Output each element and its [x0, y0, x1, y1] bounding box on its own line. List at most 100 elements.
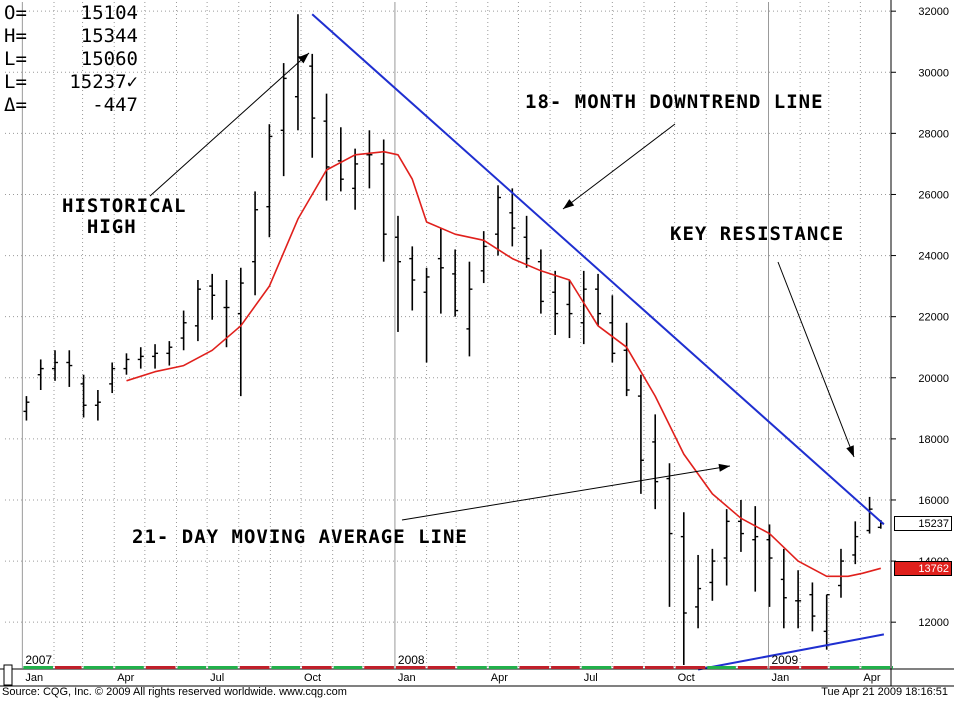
month-strip	[675, 666, 706, 669]
ohlc-value: 15104	[80, 2, 138, 24]
ohlc-last: L= 15237✓	[4, 71, 138, 94]
y-tick-label: 26000	[918, 189, 949, 201]
ohlc-bar	[437, 228, 444, 314]
month-strip	[457, 666, 487, 669]
y-tick-label: 28000	[918, 128, 949, 140]
ohlc-bar	[309, 53, 316, 158]
ohlc-bar	[237, 267, 244, 397]
ohlc-value: 15060	[80, 48, 138, 70]
ohlc-value: 15344	[80, 25, 138, 47]
arrow-head	[718, 463, 730, 472]
month-strip	[737, 666, 768, 669]
ohlc-bar	[80, 374, 87, 418]
ohlc-bar	[452, 249, 459, 317]
ohlc-bar	[152, 344, 159, 369]
ohlc-bar	[823, 593, 830, 650]
ohlc-readout: O= 15104 H= 15344 L= 15060 L= 15237✓ Δ= -447	[4, 2, 138, 117]
support-line	[697, 633, 885, 671]
ohlc-bars	[23, 14, 884, 665]
ohlc-bar	[523, 215, 530, 268]
price-axis: 1200014000160001800020000220002400026000…	[891, 6, 949, 629]
arrow-downtrend	[562, 123, 676, 210]
ohlc-bar	[323, 93, 330, 201]
ohlc-bar	[209, 273, 216, 320]
ohlc-bar	[866, 496, 873, 534]
ohlc-key: H=	[4, 25, 27, 47]
month-strip	[427, 666, 456, 669]
x-month-label: Oct	[678, 672, 695, 684]
scroll-handle	[3, 664, 13, 686]
ohlc-key: L=	[4, 71, 27, 93]
ohlc-bar	[852, 521, 859, 565]
ohlc-bar	[280, 63, 287, 177]
annotation-key-resistance: KEY RESISTANCE	[670, 223, 845, 245]
ohlc-bar	[766, 524, 773, 607]
x-month-label: Jul	[210, 672, 224, 684]
month-strip	[364, 666, 394, 669]
moving-average-tag: 13762	[894, 561, 952, 577]
ohlc-bar	[623, 322, 630, 397]
month-strip	[395, 666, 426, 669]
ohlc-bar	[194, 280, 201, 342]
ohlc-bar	[23, 396, 30, 421]
month-strip	[613, 666, 643, 669]
ohlc-bar	[66, 350, 73, 387]
arrow-shaft	[777, 261, 855, 458]
ohlc-bar	[94, 389, 101, 421]
ohlc-high: H= 15344	[4, 25, 138, 48]
ohlc-bar	[566, 280, 573, 339]
y-tick-label: 24000	[918, 251, 949, 263]
arrow-key-resistance	[777, 261, 855, 458]
ohlc-bar	[609, 295, 616, 363]
annotation-arrows	[149, 52, 855, 521]
month-strip	[145, 666, 176, 669]
ohlc-bar	[423, 267, 430, 363]
month-strip	[271, 666, 301, 669]
annotation-moving-average: 21- DAY MOVING AVERAGE LINE	[132, 526, 468, 548]
y-tick-label: 32000	[918, 6, 949, 18]
x-month-label: Jan	[772, 672, 790, 684]
x-year-label: 2009	[772, 653, 799, 667]
ohlc-bar	[380, 139, 387, 262]
ohlc-value: -447	[92, 94, 138, 116]
ohlc-bar	[509, 188, 516, 247]
ohlc-value: 15237✓	[69, 71, 138, 93]
ohlc-bar	[537, 249, 544, 314]
x-month-label: Apr	[863, 672, 880, 684]
ohlc-bar	[366, 130, 373, 189]
grid	[5, 2, 892, 668]
month-strip	[302, 666, 332, 669]
arrow-head	[846, 445, 854, 457]
ohlc-bar	[409, 246, 416, 311]
x-month-label: Apr	[117, 672, 134, 684]
x-month-label: Jan	[25, 672, 43, 684]
ohlc-bar	[695, 554, 702, 629]
month-strip	[177, 666, 207, 669]
month-strip	[892, 666, 893, 669]
x-month-label: Jan	[398, 672, 416, 684]
ohlc-bar	[666, 463, 673, 607]
y-tick-label: 30000	[918, 67, 949, 79]
x-month-label: Oct	[304, 672, 321, 684]
ohlc-bar	[595, 273, 602, 326]
ohlc-bar	[580, 270, 587, 345]
ohlc-open: O= 15104	[4, 2, 138, 25]
ohlc-bar	[780, 548, 787, 629]
month-strip	[54, 666, 82, 669]
ohlc-bar	[166, 341, 173, 366]
ohlc-bar	[737, 499, 744, 552]
trend-lines	[126, 13, 885, 671]
month-strip	[644, 666, 674, 669]
ohlc-bar	[266, 124, 273, 238]
annotation-downtrend: 18- MONTH DOWNTREND LINE	[525, 91, 824, 113]
ohlc-key: Δ=	[4, 94, 27, 116]
month-strip	[801, 666, 828, 669]
x-month-label: Jul	[584, 672, 598, 684]
month-strip	[83, 666, 114, 669]
ohlc-bar	[752, 506, 759, 592]
ohlc-bar	[552, 270, 559, 335]
ohlc-bar	[109, 362, 116, 394]
month-strip	[488, 666, 518, 669]
ohlc-bar	[795, 570, 802, 629]
